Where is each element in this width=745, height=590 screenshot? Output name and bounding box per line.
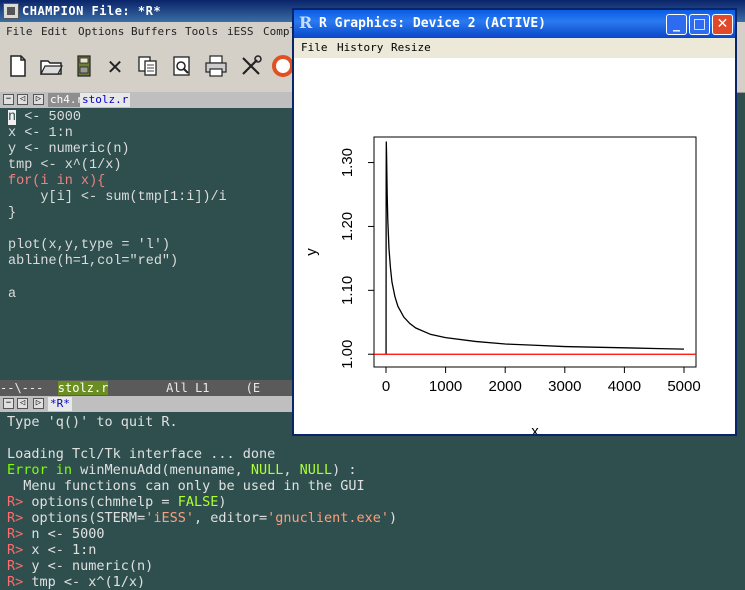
r-logo-icon: R — [299, 13, 313, 32]
console-line-tcltk: Loading Tcl/Tk interface ... done — [7, 446, 276, 462]
y-tick-label: 1.30 — [339, 148, 356, 177]
cut-icon[interactable]: ✕ — [106, 55, 124, 79]
x-tick-label: 2000 — [489, 378, 522, 395]
menu-buffers[interactable]: Buffers — [131, 25, 178, 38]
maximize-button[interactable]: □ — [689, 14, 710, 35]
new-file-icon[interactable] — [5, 54, 31, 80]
editor-line-1[interactable]: n <- 5000 — [8, 110, 81, 125]
left-arrow-icon[interactable]: ◁ — [17, 398, 28, 409]
console-line-cmd2: R> options(STERM='iESS', editor='gnuclie… — [7, 510, 398, 526]
r-menu-resize[interactable]: Resize — [391, 41, 431, 54]
x-tick-label: 0 — [382, 378, 390, 395]
editor-line-6[interactable]: y[i] <- sum(tmp[1:i])/i — [8, 190, 227, 205]
r-graphics-title-bar[interactable]: R R Graphics: Device 2 (ACTIVE) _ □ ✕ — [294, 10, 735, 38]
paste-icon[interactable] — [169, 54, 195, 80]
line-chart: 0 1000 2000 3000 4000 5000 1.00 1.10 1.20 1.30 x y — [303, 136, 701, 440]
editor-line-2[interactable]: x <- 1:n — [8, 126, 73, 141]
y-tick-label: 1.10 — [339, 276, 356, 305]
minus-button[interactable]: − — [3, 94, 14, 105]
menu-tools[interactable]: Tools — [185, 25, 219, 38]
console-line-quit: Type 'q()' to quit R. — [7, 414, 178, 430]
left-arrow-icon[interactable]: ◁ — [17, 94, 28, 105]
right-arrow-icon[interactable]: ▷ — [33, 398, 44, 409]
upper-tab-bar: − ◁ ▷ ch4.r stolz.r — [0, 92, 292, 108]
r-graphics-window[interactable]: R R Graphics: Device 2 (ACTIVE) _ □ ✕ Fi… — [292, 8, 737, 440]
x-tick-label: 5000 — [667, 378, 700, 395]
r-graphics-menu-bar: File History Resize — [294, 38, 735, 58]
plot-area[interactable]: 0 1000 2000 3000 4000 5000 1.00 1.10 1.20 1.30 x y — [294, 58, 735, 440]
copy-icon[interactable] — [135, 54, 161, 80]
x-tick-label: 1000 — [429, 378, 462, 395]
r-menu-history[interactable]: History — [337, 41, 384, 54]
console-line-error-msg: Menu functions can only be used in the G… — [7, 478, 365, 494]
menu-edit[interactable]: Edit — [41, 25, 68, 38]
series-line — [385, 141, 685, 355]
x-tick-label: 4000 — [608, 378, 641, 395]
console-line-cmd1: R> options(chmhelp = FALSE) — [7, 494, 227, 510]
modeline-status: --\--- — [0, 381, 58, 395]
editor-line-5[interactable]: for(i in x){ — [8, 174, 106, 189]
save-icon[interactable] — [71, 54, 97, 80]
print-icon[interactable] — [203, 54, 229, 80]
menu-file[interactable]: File — [6, 25, 33, 38]
editor-line-7[interactable]: } — [8, 206, 17, 221]
tab-r-console[interactable]: *R* — [48, 397, 72, 411]
open-folder-icon[interactable] — [38, 54, 64, 80]
menu-options[interactable]: Options — [78, 25, 125, 38]
text-cursor: n — [8, 110, 17, 125]
editor-line-9[interactable]: plot(x,y,type = 'l') — [8, 238, 171, 253]
console-line-cmd6: R> tmp <- x^(1/x) — [7, 574, 146, 590]
right-arrow-icon[interactable]: ▷ — [33, 94, 44, 105]
x-axis-label: x — [531, 423, 539, 434]
emacs-window-title: CHAMPION File: *R* — [22, 4, 162, 18]
close-button[interactable]: ✕ — [712, 14, 733, 35]
modeline-position: All L1 (E — [108, 381, 261, 395]
console-line-error: Error in winMenuAdd(menuname, NULL, NULL… — [7, 462, 357, 478]
tab-ch4[interactable]: ch4.r — [48, 93, 86, 107]
emacs-app-icon[interactable] — [3, 3, 19, 19]
tab-stolz[interactable]: stolz.r — [80, 93, 131, 107]
y-tick-label: 1.20 — [339, 212, 356, 241]
menu-compl[interactable]: Compl — [263, 25, 297, 38]
editor-line-12[interactable]: a — [8, 287, 17, 302]
minimize-button[interactable]: _ — [666, 14, 687, 35]
editor-line-3[interactable]: y <- numeric(n) — [8, 142, 130, 157]
y-tick-label: 1.00 — [339, 340, 356, 369]
mode-line: --\--- stolz.r All L1 (E — [0, 380, 300, 396]
editor-line-10[interactable]: abline(h=1,col="red") — [8, 254, 179, 269]
plot-frame — [373, 136, 697, 368]
r-menu-file[interactable]: File — [301, 41, 328, 54]
r-graphics-title: R Graphics: Device 2 (ACTIVE) — [319, 16, 546, 31]
y-axis-label: y — [303, 248, 320, 256]
console-line-cmd5: R> y <- numeric(n) — [7, 558, 154, 574]
menu-iess[interactable]: iESS — [227, 25, 254, 38]
editor-line-4[interactable]: tmp <- x^(1/x) — [8, 158, 122, 173]
x-tick-label: 3000 — [548, 378, 581, 395]
console-line-cmd3: R> n <- 5000 — [7, 526, 105, 542]
console-line-cmd4: R> x <- 1:n — [7, 542, 97, 558]
modeline-buffer-name: stolz.r — [57, 381, 109, 395]
minus-button[interactable]: − — [3, 398, 14, 409]
tools-icon[interactable] — [238, 54, 264, 80]
lower-tab-bar: − ◁ ▷ *R* — [0, 396, 292, 412]
